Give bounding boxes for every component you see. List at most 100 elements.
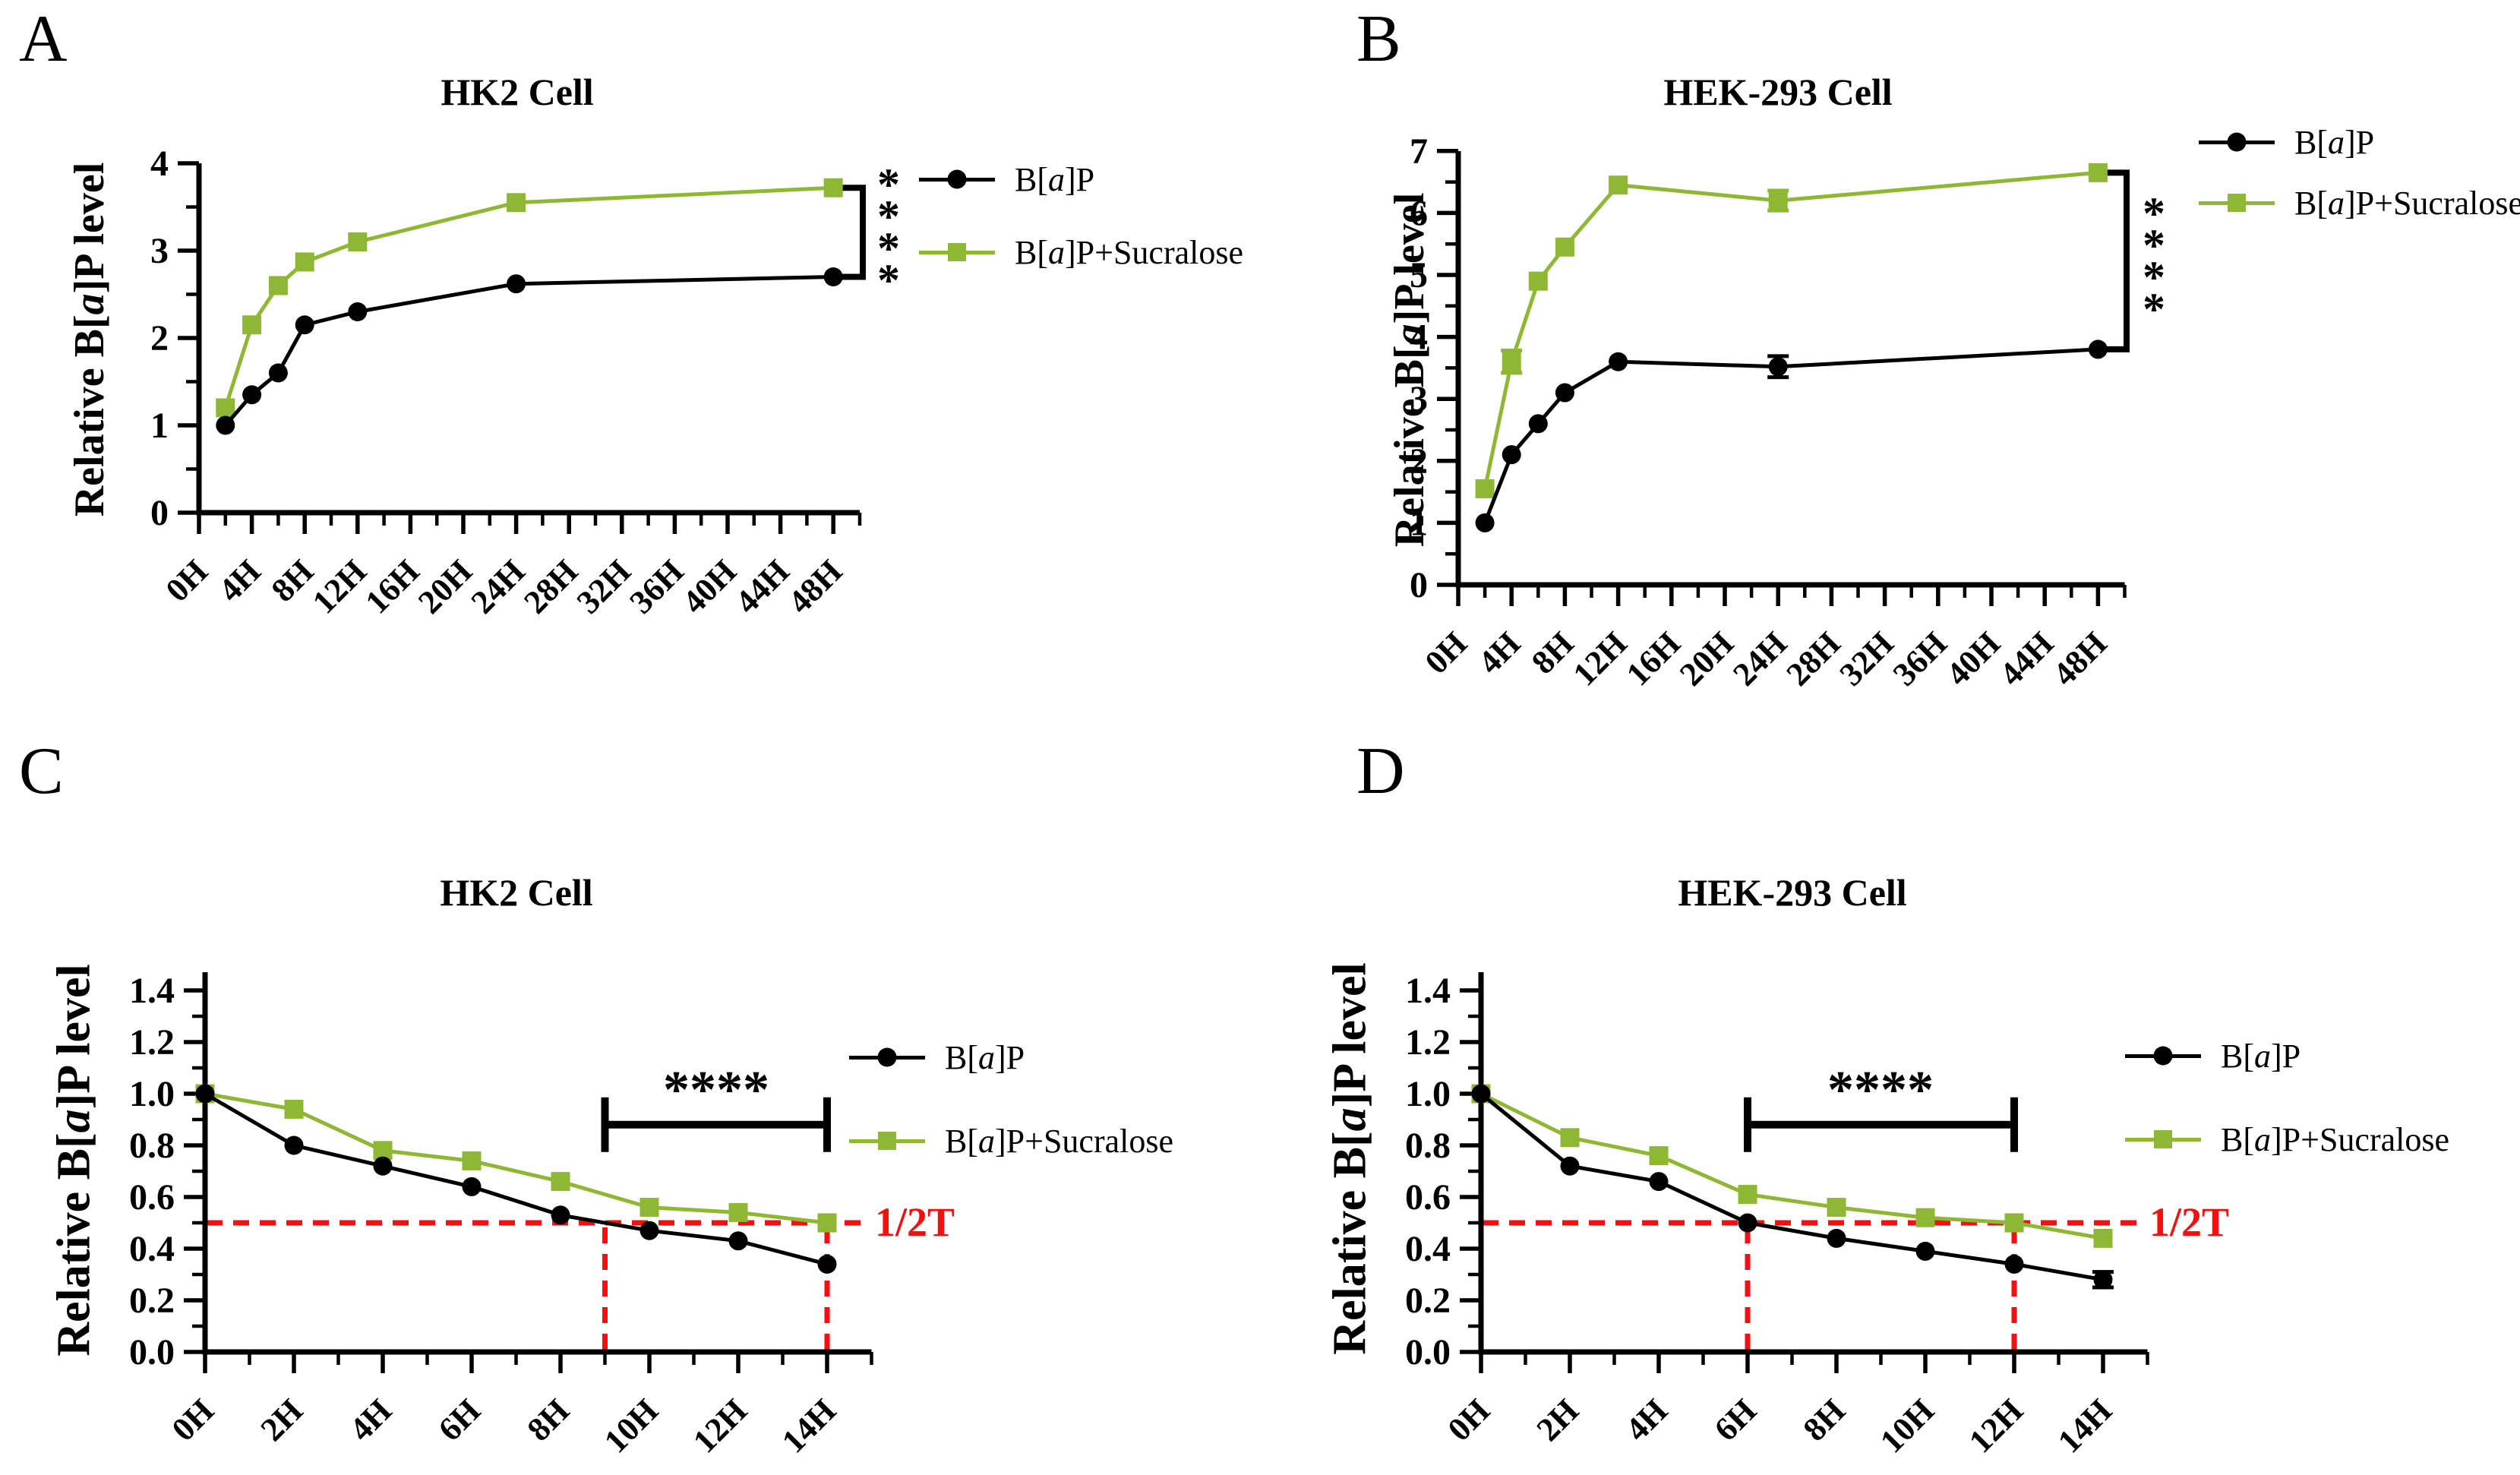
panel-a-marker-square — [242, 315, 262, 335]
panel-a-marker-circle — [507, 274, 526, 294]
panel-a-marker-square — [216, 398, 235, 418]
panel-c-x-tick-label: 10H — [597, 1391, 665, 1460]
panel-c-marker-circle — [639, 1221, 659, 1240]
panel-b-series-bap_sucralose-line — [1483, 170, 2098, 490]
panel-c-marker-square — [284, 1099, 304, 1119]
circle-marker-icon — [2227, 132, 2247, 152]
panel-d-legend-item-bap-sucralose: B[a]P+Sucralose — [2125, 1121, 2449, 1158]
panel-c-series-bap_sucralose-line — [204, 1091, 828, 1225]
panel-d-marker-square — [1915, 1208, 1935, 1227]
panel-a-marker-circle — [823, 267, 843, 286]
legend-line-green — [2125, 1130, 2201, 1148]
panel-a-legend-item-bap: B[a]P — [919, 161, 1094, 198]
panel-a-x-tick-label: 32H — [570, 552, 638, 621]
legend-label: B[a]P+Sucralose — [2294, 184, 2520, 222]
panel-a-significance-stars: **** — [877, 160, 900, 305]
panel-b-axes — [1455, 151, 2125, 588]
panel-d-marker-square — [2093, 1228, 2113, 1248]
legend-label: B[a]P+Sucralose — [2221, 1120, 2449, 1158]
panel-c-marker-square — [462, 1151, 482, 1170]
panel-d-x-tick-label: 10H — [1873, 1391, 1941, 1460]
panel-d-marker-square — [2004, 1213, 2024, 1233]
panel-d-x-tick-label: 8H — [1796, 1391, 1852, 1448]
circle-marker-icon — [2153, 1046, 2173, 1066]
square-marker-icon — [2228, 194, 2246, 212]
panel-c-marker-square — [639, 1198, 659, 1218]
panel-d-x-tick-label: 12H — [1962, 1391, 2030, 1460]
panel-a-x-tick-label: 16H — [358, 552, 427, 621]
panel-a-y-tick-label: 4 — [150, 144, 169, 184]
panel-a-y-tick-label: 1 — [150, 406, 169, 446]
panel-a-y-tick-label: 0 — [150, 493, 169, 533]
panel-b-y-tick-label: 5 — [1410, 255, 1428, 295]
panel-c-x-tick-label: 2H — [254, 1391, 310, 1448]
panel-c-marker-circle — [373, 1156, 393, 1176]
panel-a-title: HK2 Cell — [441, 71, 594, 113]
legend-line-green — [2199, 194, 2275, 212]
panel-c-y-tick-label: 0.2 — [129, 1281, 175, 1321]
panel-b-title: HEK-293 Cell — [1663, 71, 1893, 113]
panel-a-x-tick-label: 12H — [305, 552, 374, 621]
panel-b-marker-square — [1555, 237, 1574, 257]
panel-c-series-bap-line — [204, 1091, 828, 1266]
square-marker-icon — [878, 1132, 896, 1150]
panel-b-x-tick-label: 4H — [1471, 624, 1527, 681]
panel-a-marker-circle — [295, 315, 314, 335]
legend-label: B[a]P+Sucralose — [945, 1122, 1173, 1160]
panel-a-x-tick-label: 28H — [516, 552, 585, 621]
panel-d-marker-circle — [2004, 1254, 2024, 1274]
panel-a-marker-circle — [268, 363, 288, 383]
panel-b-marker-circle — [1502, 445, 1521, 465]
panel-c-legend-item-bap: B[a]P — [849, 1039, 1025, 1076]
panel-a-y-axis-label: Relative B[a]P level — [66, 162, 113, 517]
panel-d-half-life-label: 1/2T — [2149, 1199, 2230, 1245]
panel-c-y-tick-label: 1.0 — [129, 1074, 175, 1114]
panel-b-y-tick-label: 2 — [1410, 441, 1428, 482]
panel-b-marker-square — [1768, 191, 1788, 210]
panel-d-y-tick-label: 0.8 — [1405, 1126, 1451, 1166]
panel-a-marker-square — [823, 178, 843, 197]
panel-b-marker-square — [2088, 163, 2108, 182]
panel-d-x-tick-label: 6H — [1707, 1391, 1764, 1448]
panel-d-y-tick-label: 0.2 — [1405, 1281, 1451, 1321]
panel-c-y-tick-label: 1.4 — [129, 971, 175, 1011]
panel-d-marker-circle — [1915, 1241, 1935, 1261]
panel-c-y-axis-label: Relative B[a]P level — [48, 964, 100, 1357]
panel-b-x-tick-label: 48H — [2046, 624, 2114, 693]
panel-c-x-tick-label: 12H — [686, 1391, 754, 1460]
panel-b-x-tick-label: 40H — [1939, 624, 2007, 693]
panel-a-y-tick-label: 3 — [150, 231, 169, 271]
panel-d-y-tick-label: 0.6 — [1405, 1177, 1451, 1218]
panel-b-x-tick-label: 16H — [1619, 624, 1688, 693]
panel-b-marker-circle — [1555, 383, 1574, 403]
circle-marker-icon — [877, 1047, 897, 1067]
panel-a-series-bap-line — [223, 275, 834, 427]
panel-d-marker-circle — [1471, 1084, 1491, 1104]
panel-b-marker-square — [1475, 479, 1495, 499]
panel-letter-a: A — [19, 2, 68, 76]
legend-label: B[a]P+Sucralose — [1015, 233, 1243, 271]
panel-c-marker-circle — [817, 1254, 837, 1274]
panel-d-x-tick-label: 0H — [1441, 1391, 1497, 1448]
panel-d-x-tick-label: 2H — [1530, 1391, 1586, 1448]
panel-a-marker-square — [348, 232, 368, 251]
panel-d-marker-circle — [1560, 1156, 1580, 1176]
panel-b-x-tick-label: 0H — [1418, 624, 1474, 681]
panel-c-marker-circle — [195, 1084, 215, 1104]
panel-d-x-tick-label: 4H — [1618, 1391, 1675, 1448]
panel-a-x-tick-label: 36H — [623, 552, 691, 621]
panel-d-series-bap_sucralose-line — [1479, 1091, 2104, 1240]
panel-b-y-tick-label: 6 — [1410, 193, 1428, 233]
panel-c-marker-circle — [551, 1205, 570, 1225]
panel-b-marker-circle — [1609, 352, 1628, 371]
panel-letter-b: B — [1356, 2, 1401, 76]
legend-label: B[a]P — [2221, 1037, 2301, 1075]
panel-d-marker-square — [1827, 1198, 1846, 1218]
panel-b-marker-circle — [1475, 513, 1495, 532]
legend-line-black — [2199, 132, 2275, 152]
panel-b-y-axis-label: Relative B[a]P level — [1386, 192, 1433, 548]
panel-c-y-tick-label: 0.0 — [129, 1332, 175, 1372]
panel-c-marker-circle — [284, 1135, 304, 1155]
panel-c-x-tick-label: 4H — [343, 1391, 399, 1448]
